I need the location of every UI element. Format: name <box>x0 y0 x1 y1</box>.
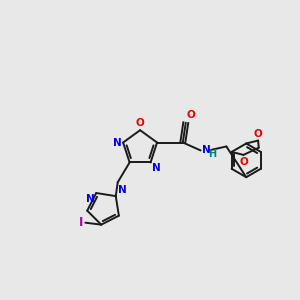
Text: O: O <box>187 110 196 120</box>
Text: O: O <box>254 128 262 139</box>
Text: O: O <box>136 118 145 128</box>
Text: H: H <box>208 149 217 159</box>
Text: N: N <box>86 194 95 204</box>
Text: N: N <box>152 164 160 173</box>
Text: N: N <box>118 185 127 195</box>
Text: N: N <box>202 146 210 155</box>
Text: I: I <box>79 216 83 229</box>
Text: N: N <box>113 137 122 148</box>
Text: O: O <box>239 157 248 167</box>
